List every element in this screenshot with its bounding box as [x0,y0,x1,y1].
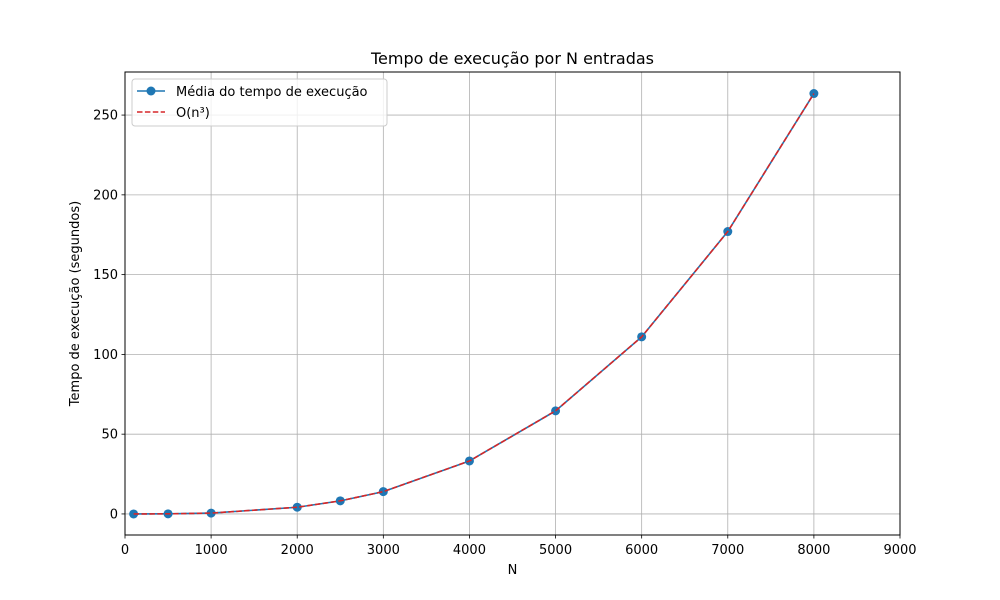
y-tick-label: 50 [101,428,118,443]
data-point [292,502,302,512]
y-tick-label: 200 [93,188,118,203]
ticks: 0 1000 2000 3000 4000 5000 6000 7000 8000 9000 0 50… [93,109,916,558]
legend-marker-mean [146,86,156,96]
x-tick-label: 4000 [453,543,486,558]
x-tick-label: 9000 [883,543,916,558]
legend-box [131,78,388,127]
legend: Média do tempo de execução O(n³) [131,78,388,127]
x-tick-label: 6000 [625,543,658,558]
chart-title: Tempo de execução por N entradas [370,49,654,68]
data-point [206,508,216,518]
x-tick-label: 5000 [539,543,572,558]
x-axis-label: N [508,563,518,578]
series-layer [129,89,819,519]
x-tick-label: 0 [121,543,129,558]
plot-frame [124,71,901,536]
legend-label-mean: Média do tempo de execução [176,85,368,100]
y-axis-label: Tempo de execução (segundos) [68,201,83,407]
data-point [378,487,388,497]
series-line-1 [133,93,815,515]
y-tick-label: 0 [110,507,118,522]
y-tick-label: 100 [93,348,118,363]
x-tick-label: 7000 [711,543,744,558]
y-tick-label: 150 [93,268,118,283]
x-tick-label: 8000 [797,543,830,558]
legend-label-on3: O(n³) [176,106,210,121]
x-tick-label: 2000 [281,543,314,558]
x-tick-label: 3000 [367,543,400,558]
x-tick-label: 1000 [195,543,228,558]
y-tick-label: 250 [93,109,118,124]
